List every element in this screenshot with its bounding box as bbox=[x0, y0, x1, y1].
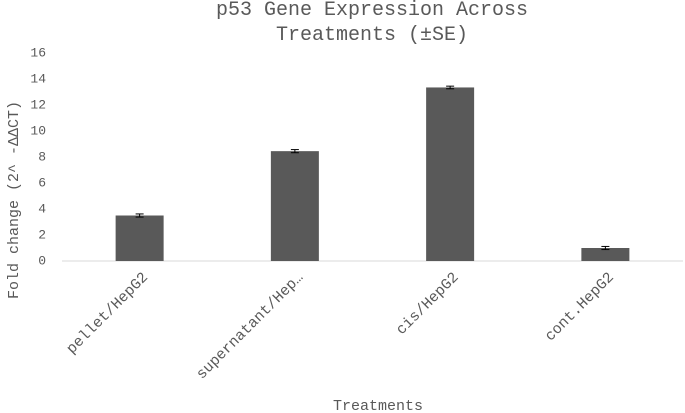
y-tick-label: 8 bbox=[38, 149, 46, 164]
bar bbox=[426, 87, 475, 261]
y-tick-label: 6 bbox=[38, 175, 46, 190]
y-tick-label: 10 bbox=[30, 123, 46, 138]
y-tick-label: 14 bbox=[30, 71, 46, 86]
y-tick-label: 0 bbox=[38, 253, 46, 268]
x-tick-label: cis/HepG2 bbox=[393, 269, 462, 338]
bar bbox=[581, 248, 630, 261]
x-tick-label: supernatant/Hep… bbox=[193, 269, 307, 383]
x-tick-label: pellet/HepG2 bbox=[64, 269, 152, 357]
x-axis-title: Treatments bbox=[333, 398, 423, 413]
y-tick-label: 4 bbox=[38, 201, 46, 216]
x-tick-label: cont.HepG2 bbox=[542, 269, 618, 345]
error-bar bbox=[446, 85, 455, 90]
chart-title: p53 Gene Expression Across Treatments (±… bbox=[215, 0, 529, 47]
y-axis-title: Fold change (2^ -ΔΔCT) bbox=[6, 101, 23, 299]
error-bar bbox=[601, 245, 610, 251]
y-tick-label: 12 bbox=[30, 97, 46, 112]
bar bbox=[270, 151, 319, 261]
y-tick-label: 2 bbox=[38, 227, 46, 242]
error-bar bbox=[135, 213, 144, 218]
error-bar bbox=[290, 149, 299, 154]
bar bbox=[115, 215, 164, 261]
y-tick-label: 16 bbox=[30, 45, 46, 60]
